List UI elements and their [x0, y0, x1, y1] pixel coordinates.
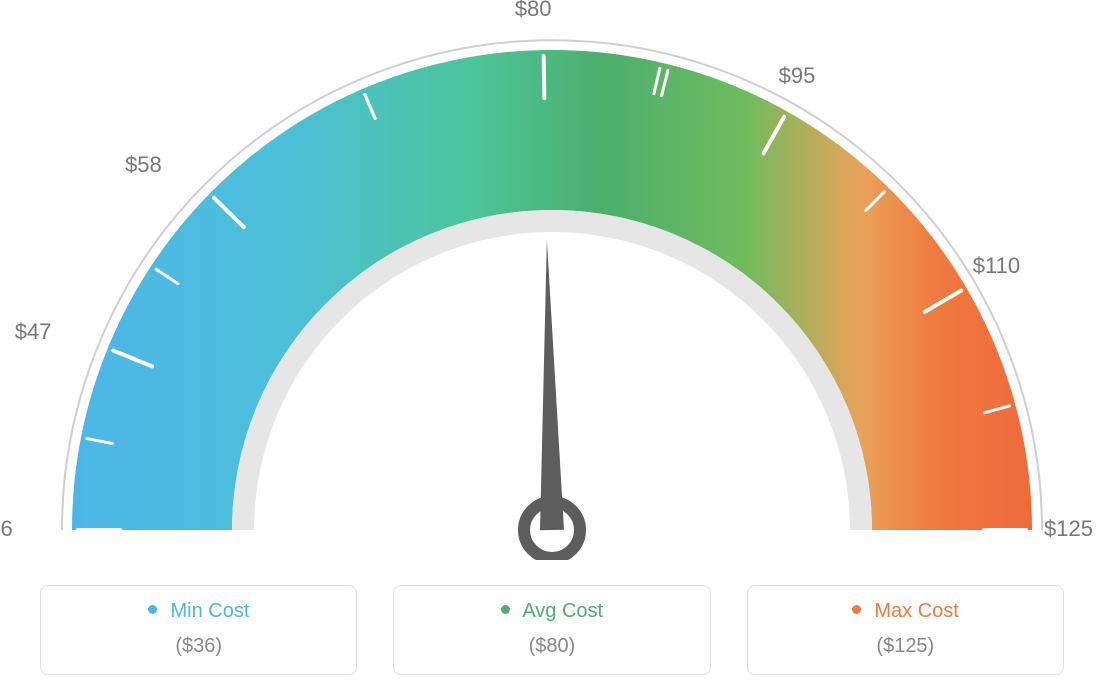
legend-dot-min — [148, 605, 157, 614]
legend-title-avg: Avg Cost — [404, 600, 699, 623]
gauge-chart — [0, 0, 1104, 560]
gauge-tick-label: $110 — [973, 253, 1020, 279]
legend-card-min: Min Cost ($36) — [40, 585, 357, 675]
gauge-tick-label: $80 — [515, 0, 552, 22]
gauge-tick-label: $47 — [15, 319, 52, 345]
legend-card-avg: Avg Cost ($80) — [393, 585, 710, 675]
legend-value-min: ($36) — [51, 635, 346, 658]
legend-dot-max — [852, 605, 861, 614]
gauge-tick-label: $95 — [779, 63, 816, 89]
gauge-tick-label: $58 — [125, 152, 162, 178]
gauge-tick-label: $125 — [1044, 516, 1093, 542]
legend-title-max: Max Cost — [758, 600, 1053, 623]
legend-value-max: ($125) — [758, 635, 1053, 658]
legend-value-avg: ($80) — [404, 635, 699, 658]
gauge-tick-label: $36 — [0, 516, 13, 542]
legend-dot-avg — [501, 605, 510, 614]
gauge-container: $36 $47 $58 $80 $95 $110 $125 — [0, 0, 1104, 560]
legend-card-max: Max Cost ($125) — [747, 585, 1064, 675]
legend-title-min: Min Cost — [51, 600, 346, 623]
legend-row: Min Cost ($36) Avg Cost ($80) Max Cost (… — [0, 585, 1104, 675]
legend-label-max: Max Cost — [874, 600, 958, 622]
legend-label-avg: Avg Cost — [522, 600, 603, 622]
legend-label-min: Min Cost — [170, 600, 249, 622]
